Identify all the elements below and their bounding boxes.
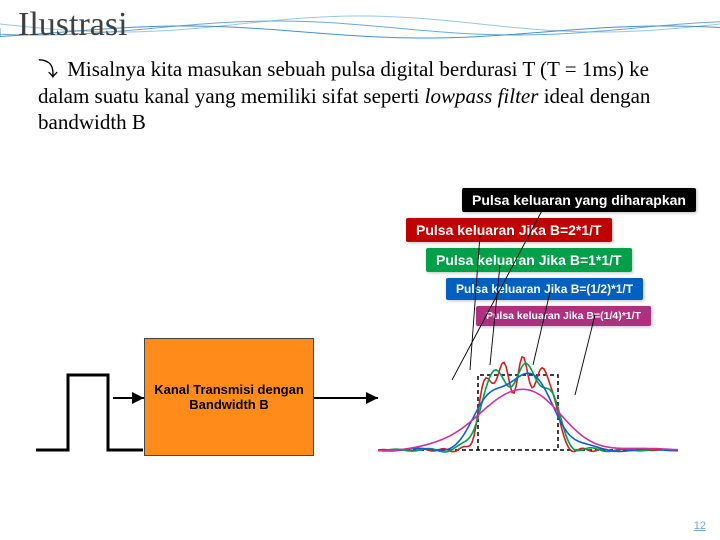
input-pulse	[36, 375, 143, 450]
label-b2: Pulsa keluaran Jika B=2*1/T	[406, 218, 612, 242]
label-bquarter: Pulsa keluaran Jika B=(1/4)*1/T	[476, 306, 651, 326]
diagram-area: Kanal Transmisi dengan Bandwidth B	[18, 330, 698, 490]
bullet-icon: ⤵	[38, 59, 58, 81]
diagram-svg	[18, 330, 698, 490]
slide-number: 12	[694, 520, 706, 532]
channel-box: Kanal Transmisi dengan Bandwidth B	[144, 338, 314, 456]
body-text: Misalnya kita masukan sebuah pulsa digit…	[38, 57, 650, 134]
label-bhalf: Pulsa keluaran Jika B=(1/2)*1/T	[446, 278, 643, 300]
output-signals	[378, 357, 678, 452]
slide-title: Ilustrasi	[18, 6, 128, 44]
body-paragraph: ⤵ Misalnya kita masukan sebuah pulsa dig…	[38, 56, 678, 136]
slide: Ilustrasi ⤵ Misalnya kita masukan sebuah…	[0, 0, 720, 540]
label-expected: Pulsa keluaran yang diharapkan	[462, 188, 696, 212]
output-labels: Pulsa keluaran yang diharapkan Pulsa kel…	[366, 188, 696, 332]
label-b1: Pulsa keluaran Jika B=1*1/T	[426, 248, 632, 272]
